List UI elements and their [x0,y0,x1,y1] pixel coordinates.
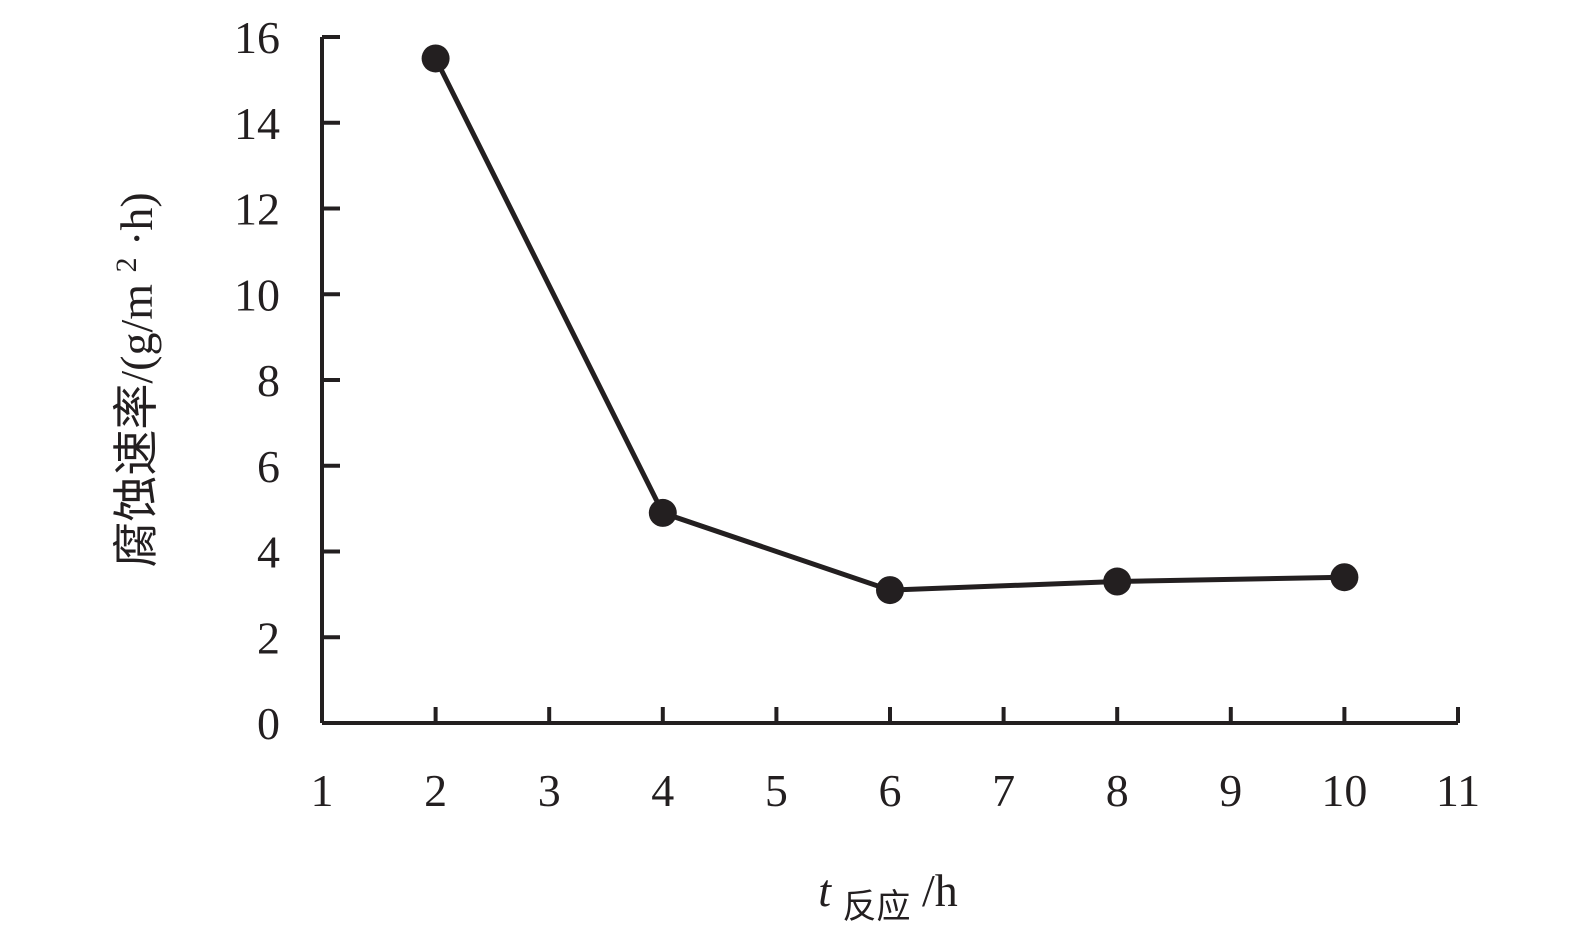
y-axis-ticks: 0 2 4 6 8 10 12 14 16 [234,12,340,749]
y-tick-label: 8 [257,355,280,406]
data-point [648,498,677,527]
y-tick-label: 4 [257,527,280,578]
data-point [421,44,450,73]
x-tick-label: 9 [1219,765,1242,816]
x-axis-symbol: t [818,865,832,916]
x-axis-unit: /h [922,865,958,916]
y-tick-label: 6 [257,441,280,492]
x-axis-subscript: 反应 [843,888,911,926]
x-tick-label: 8 [1106,765,1129,816]
y-tick-label: 10 [234,269,280,320]
data-point [1330,563,1359,592]
x-tick-label: 2 [424,765,447,816]
x-tick-label: 6 [879,765,902,816]
y-tick-label: 2 [257,612,280,663]
x-tick-label: 5 [765,765,788,816]
x-tick-label: 10 [1321,765,1367,816]
x-axis-ticks: 1 2 3 4 5 6 7 8 9 10 11 [311,707,1480,816]
y-tick-label: 16 [234,12,280,63]
x-tick-label: 3 [538,765,561,816]
x-tick-label: 11 [1436,765,1480,816]
x-tick-label: 1 [311,765,334,816]
y-axis-prefix: 腐蚀速率/(g/m [111,284,162,568]
data-point [1103,567,1132,596]
series-line [433,57,1345,593]
data-point [876,576,904,605]
y-tick-label: 14 [234,98,280,149]
x-tick-label: 4 [651,765,674,816]
x-tick-label: 7 [992,765,1015,816]
y-axis-superscript: 2 [110,257,143,272]
y-axis-suffix: ·h) [111,192,162,246]
y-tick-label: 12 [234,184,280,235]
y-tick-label: 0 [257,698,280,749]
series-layer [421,44,1359,605]
x-axis-title: t 反应 /h [818,865,958,928]
y-axis-title: 腐蚀速率/(g/m 2 ·h) [95,192,162,567]
